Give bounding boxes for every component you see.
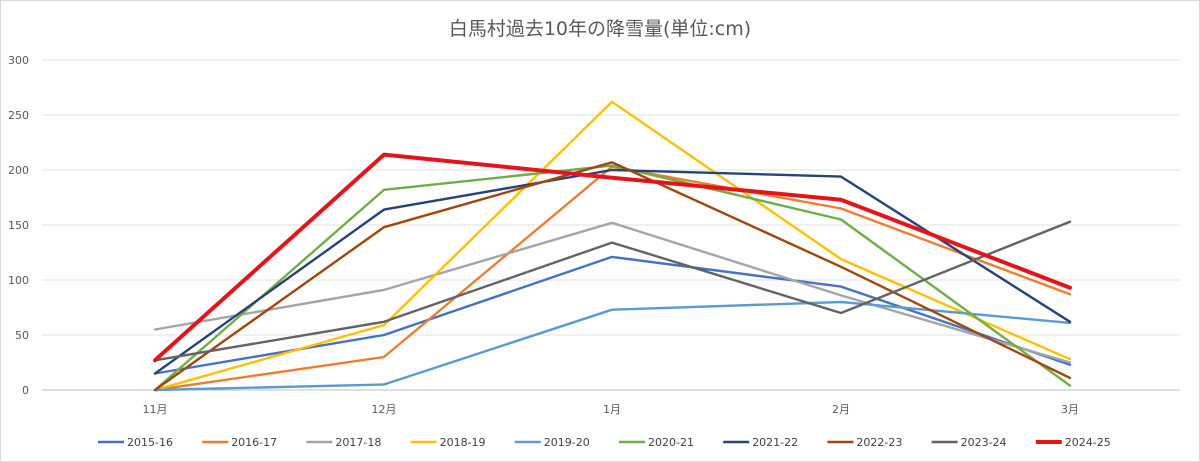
series-line-2024-25 — [153, 152, 1072, 363]
chart-title: 白馬村過去10年の降雪量(単位:cm) — [448, 18, 752, 40]
x-tick-label: 1月 — [603, 403, 621, 416]
legend-label: 2024-25 — [1065, 436, 1111, 449]
series-line-2016-17 — [153, 165, 1072, 392]
legend-label: 2019-20 — [544, 436, 590, 449]
series-line-2018-19 — [153, 100, 1072, 392]
series-line-2017-18 — [153, 221, 1072, 364]
y-tick-label: 250 — [8, 109, 29, 122]
y-tick-label: 150 — [8, 219, 29, 232]
series-line-2020-21 — [153, 164, 1072, 392]
x-tick-label: 11月 — [143, 403, 168, 416]
series-line-2021-22 — [153, 168, 1072, 375]
legend-label: 2022-23 — [856, 436, 902, 449]
series-line-2023-24 — [153, 220, 1072, 362]
y-tick-label: 50 — [15, 329, 29, 342]
legend-label: 2021-22 — [752, 436, 798, 449]
legend-label: 2018-19 — [440, 436, 486, 449]
y-tick-label: 200 — [8, 164, 29, 177]
y-tick-label: 100 — [8, 274, 29, 287]
x-tick-label: 12月 — [372, 403, 397, 416]
series-line-2022-23 — [153, 161, 1072, 392]
legend-label: 2020-21 — [648, 436, 694, 449]
series-line-2019-20 — [153, 300, 1072, 392]
y-tick-label: 300 — [8, 54, 29, 67]
legend-label: 2017-18 — [335, 436, 381, 449]
legend-label: 2015-16 — [127, 436, 173, 449]
x-tick-label: 3月 — [1061, 403, 1079, 416]
y-tick-label: 0 — [22, 384, 29, 397]
legend-label: 2023-24 — [961, 436, 1007, 449]
x-tick-label: 2月 — [832, 403, 850, 416]
legend-label: 2016-17 — [231, 436, 277, 449]
